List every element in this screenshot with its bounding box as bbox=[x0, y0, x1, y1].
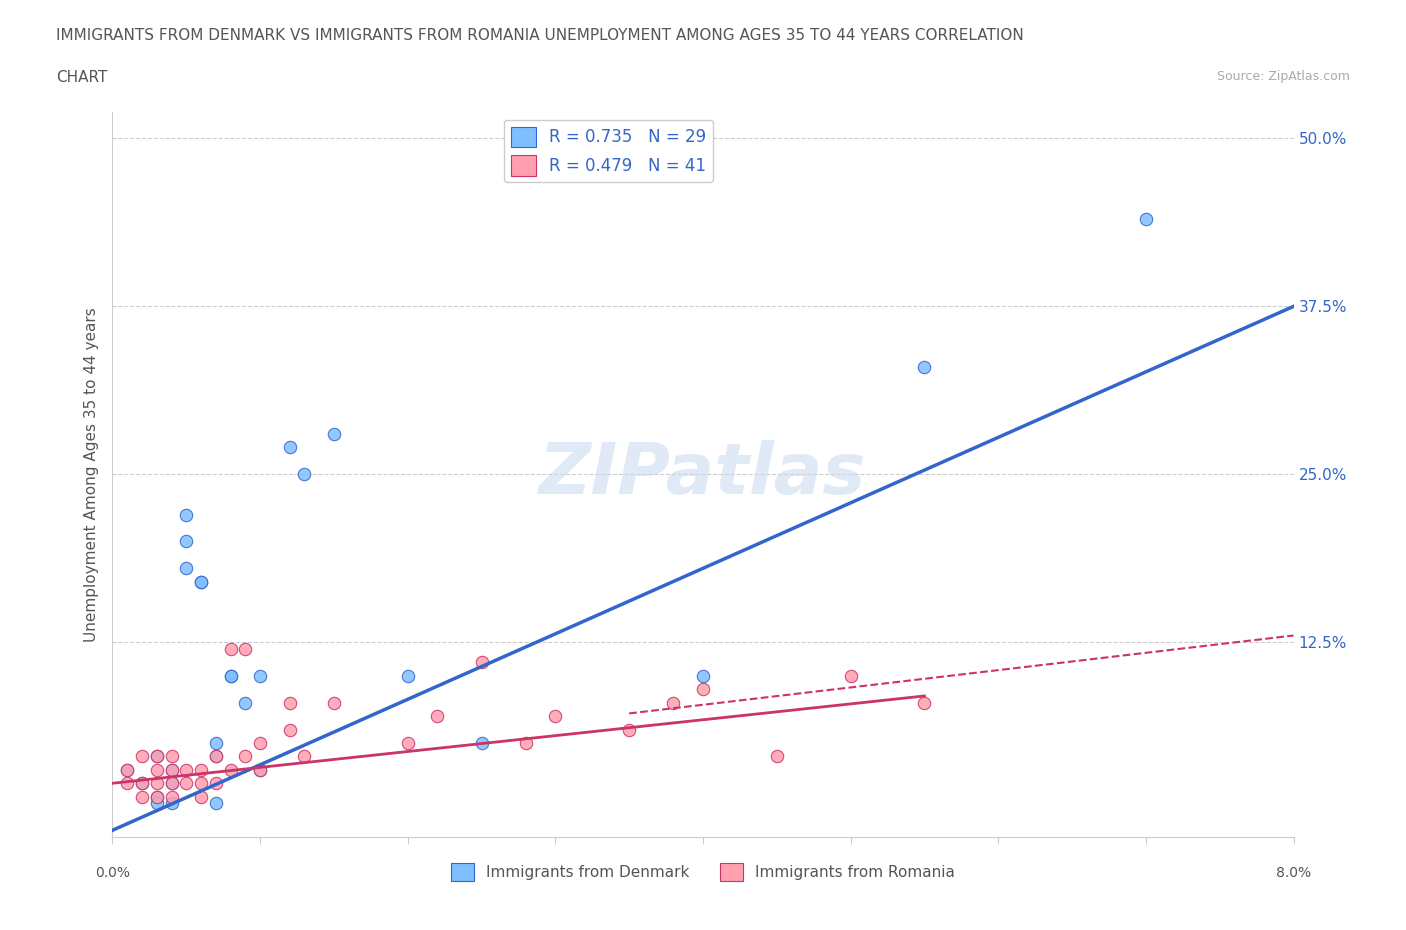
Legend: Immigrants from Denmark, Immigrants from Romania: Immigrants from Denmark, Immigrants from… bbox=[444, 857, 962, 887]
Point bbox=[160, 776, 183, 790]
Text: IMMIGRANTS FROM DENMARK VS IMMIGRANTS FROM ROMANIA UNEMPLOYMENT AMONG AGES 35 TO: IMMIGRANTS FROM DENMARK VS IMMIGRANTS FR… bbox=[56, 28, 1024, 43]
Point bbox=[249, 669, 271, 684]
Point bbox=[233, 696, 256, 711]
Y-axis label: Unemployment Among Ages 35 to 44 years: Unemployment Among Ages 35 to 44 years bbox=[83, 307, 98, 642]
Point bbox=[323, 696, 346, 711]
Point bbox=[426, 709, 449, 724]
Point bbox=[219, 642, 242, 657]
Point bbox=[160, 790, 183, 804]
Point bbox=[205, 749, 228, 764]
Point bbox=[160, 776, 183, 790]
Point bbox=[692, 682, 714, 697]
Point bbox=[160, 763, 183, 777]
Point bbox=[396, 669, 419, 684]
Point bbox=[146, 776, 169, 790]
Point bbox=[190, 575, 212, 590]
Point bbox=[174, 561, 197, 576]
Point bbox=[471, 655, 494, 670]
Point bbox=[117, 776, 138, 790]
Point bbox=[619, 722, 641, 737]
Point bbox=[190, 575, 212, 590]
Point bbox=[249, 763, 271, 777]
Point bbox=[174, 776, 197, 790]
Point bbox=[839, 669, 862, 684]
Point bbox=[205, 796, 228, 811]
Point bbox=[190, 790, 212, 804]
Point bbox=[278, 722, 301, 737]
Text: ZIPatlas: ZIPatlas bbox=[540, 440, 866, 509]
Point bbox=[1135, 212, 1157, 227]
Point bbox=[174, 763, 197, 777]
Text: CHART: CHART bbox=[56, 70, 108, 85]
Point bbox=[233, 749, 256, 764]
Point bbox=[219, 763, 242, 777]
Point bbox=[146, 796, 169, 811]
Point bbox=[174, 534, 197, 549]
Point bbox=[146, 763, 169, 777]
Text: 8.0%: 8.0% bbox=[1277, 867, 1310, 881]
Point bbox=[544, 709, 567, 724]
Point bbox=[219, 669, 242, 684]
Point bbox=[160, 763, 183, 777]
Text: 0.0%: 0.0% bbox=[96, 867, 129, 881]
Point bbox=[278, 440, 301, 455]
Point bbox=[249, 763, 271, 777]
Point bbox=[146, 790, 169, 804]
Point bbox=[323, 427, 346, 442]
Point bbox=[292, 749, 315, 764]
Point bbox=[765, 749, 787, 764]
Point bbox=[117, 763, 138, 777]
Point bbox=[160, 796, 183, 811]
Point bbox=[205, 749, 228, 764]
Point bbox=[131, 776, 153, 790]
Point bbox=[471, 736, 494, 751]
Point bbox=[292, 467, 315, 482]
Point bbox=[515, 736, 537, 751]
Point bbox=[117, 763, 138, 777]
Point bbox=[146, 749, 169, 764]
Point bbox=[131, 776, 153, 790]
Point bbox=[205, 736, 228, 751]
Point bbox=[160, 749, 183, 764]
Point bbox=[205, 776, 228, 790]
Point bbox=[914, 359, 936, 374]
Point bbox=[190, 776, 212, 790]
Point bbox=[131, 790, 153, 804]
Text: Source: ZipAtlas.com: Source: ZipAtlas.com bbox=[1216, 70, 1350, 83]
Point bbox=[914, 696, 936, 711]
Point bbox=[174, 507, 197, 522]
Point bbox=[190, 763, 212, 777]
Point bbox=[146, 749, 169, 764]
Point bbox=[662, 696, 685, 711]
Point bbox=[278, 696, 301, 711]
Point bbox=[131, 749, 153, 764]
Point bbox=[249, 736, 271, 751]
Point bbox=[146, 790, 169, 804]
Point bbox=[219, 669, 242, 684]
Point bbox=[692, 669, 714, 684]
Point bbox=[233, 642, 256, 657]
Point bbox=[396, 736, 419, 751]
